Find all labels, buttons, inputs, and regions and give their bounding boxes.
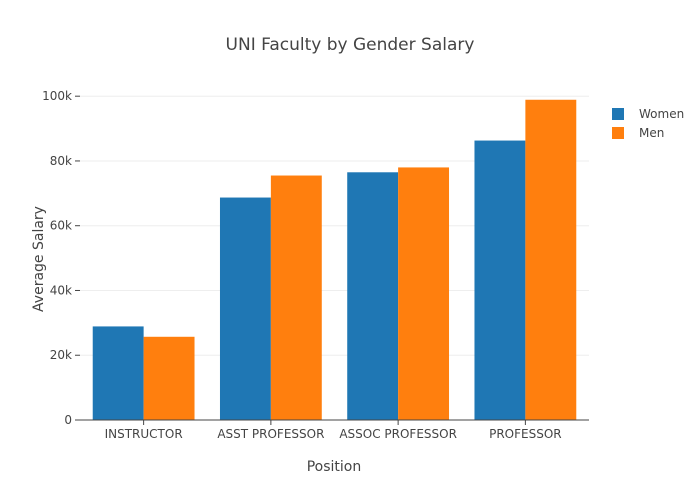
bars: [92, 99, 577, 421]
bar-men-professor[interactable]: [525, 99, 577, 420]
y-tick-label: 80k: [50, 154, 72, 168]
legend-label-women[interactable]: Women: [639, 107, 684, 121]
bar-men-assoc-professor[interactable]: [398, 167, 450, 420]
x-tick-label: ASSOC PROFESSOR: [339, 427, 457, 441]
bar-men-instructor[interactable]: [143, 336, 195, 420]
bar-men-asst-professor[interactable]: [270, 175, 322, 420]
legend[interactable]: Women Men: [612, 107, 684, 140]
bar-women-instructor[interactable]: [92, 326, 144, 420]
legend-label-men[interactable]: Men: [639, 126, 664, 140]
bar-women-asst-professor[interactable]: [219, 197, 271, 420]
axes: 0 20k 40k 60k 80k 100k INSTRUCTOR ASST PROFESSO…: [42, 89, 589, 441]
y-tick-label: 100k: [42, 89, 72, 103]
chart-title: UNI Faculty by Gender Salary: [226, 35, 475, 55]
y-tick-label: 60k: [50, 219, 72, 233]
bar-women-assoc-professor[interactable]: [347, 172, 399, 420]
legend-swatch-women[interactable]: [612, 108, 624, 120]
legend-swatch-men[interactable]: [612, 127, 624, 139]
y-axis-title: Average Salary: [31, 206, 47, 312]
x-tick-label: ASST PROFESSOR: [217, 427, 324, 441]
y-tick-label: 20k: [50, 348, 72, 362]
y-tick-label: 40k: [50, 283, 72, 297]
y-tick-label: 0: [64, 413, 72, 427]
x-tick-label: INSTRUCTOR: [105, 427, 183, 441]
x-tick-label: PROFESSOR: [489, 427, 562, 441]
bar-women-professor[interactable]: [474, 140, 526, 421]
x-axis-title: Position: [307, 459, 362, 475]
